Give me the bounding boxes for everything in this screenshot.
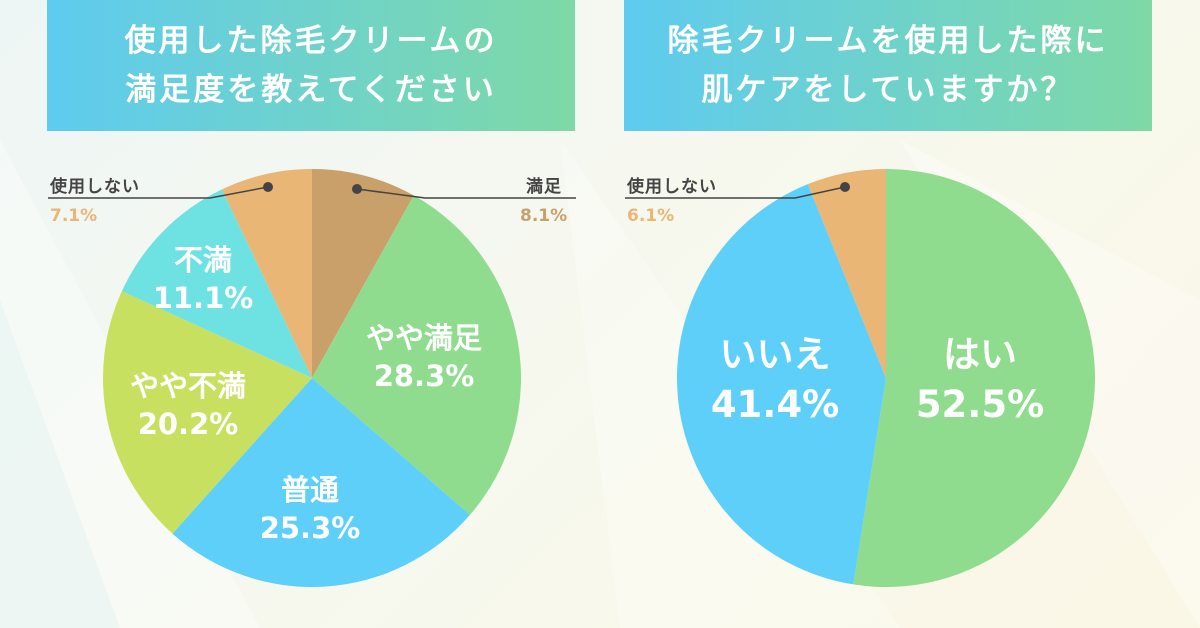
label-somewhat-satisfied-name: やや満足 — [365, 321, 483, 355]
pie-0-slice-5 — [221, 169, 312, 378]
chart-2-title-line-1: 除毛クリームを使用した際に — [667, 22, 1109, 59]
pie-0-slice-4 — [121, 189, 313, 378]
chart-1-title-line-2: 満足度を教えてください — [125, 71, 497, 108]
pie-1-slice-0 — [853, 169, 1096, 588]
pie-0-slice-1 — [312, 195, 521, 515]
label-unused-2-value: 6.1% — [627, 206, 675, 226]
label-no-name: いいえ — [719, 333, 831, 376]
pie-0-slice-3 — [102, 291, 312, 534]
label-somewhat-satisfied-value: 28.3% — [373, 359, 475, 393]
label-unused-2-name: 使用しない — [627, 177, 717, 197]
leader-line-unused-2 — [625, 186, 846, 199]
label-neutral-value: 25.3% — [259, 511, 361, 545]
pie-1-slice-1 — [676, 184, 886, 585]
label-yes-value: 52.5% — [915, 383, 1045, 426]
chart-2-title: 除毛クリームを使用した際に 肌ケアをしていますか？ — [624, 0, 1152, 131]
label-dissatisfied-name: 不満 — [173, 243, 233, 277]
chart-1-title: 使用した除毛クリームの 満足度を教えてください — [47, 0, 575, 131]
leader-dot-unused-2 — [840, 182, 850, 192]
leader-line-satisfied — [356, 188, 576, 199]
label-satisfied-name: 満足 — [526, 177, 562, 197]
pie-0-slice-0 — [312, 169, 414, 378]
label-neutral-name: 普通 — [280, 473, 340, 507]
label-dissatisfied-value: 11.1% — [152, 281, 254, 315]
label-unused-1-name: 使用しない — [50, 177, 140, 197]
leader-dot-unused-1 — [263, 182, 273, 192]
chart-2-title-line-2: 肌ケアをしていますか？ — [701, 71, 1075, 108]
label-somewhat-satisfied: やや満足 28.3% — [366, 319, 482, 395]
leader-line-unused-1 — [48, 186, 269, 199]
pie-chart-skincare — [676, 169, 1096, 588]
label-no: いいえ 41.4% — [711, 330, 839, 430]
leader-dot-satisfied — [352, 184, 362, 194]
label-somewhat-dissatisfied-name: やや不満 — [129, 369, 247, 403]
label-yes-name: はい — [943, 333, 1017, 376]
label-unused-1-value: 7.1% — [50, 206, 98, 226]
label-no-value: 41.4% — [710, 383, 840, 426]
pie-0-slice-2 — [172, 378, 470, 587]
label-yes: はい 52.5% — [916, 330, 1044, 430]
pie-1-slice-2 — [807, 169, 886, 378]
label-neutral: 普通 25.3% — [260, 471, 361, 547]
pie-chart-satisfaction — [102, 169, 521, 587]
label-somewhat-dissatisfied-value: 20.2% — [137, 407, 239, 441]
label-somewhat-dissatisfied: やや不満 20.2% — [130, 367, 246, 443]
label-satisfied-value: 8.1% — [520, 206, 568, 226]
label-dissatisfied: 不満 11.1% — [153, 241, 254, 317]
leader-lines — [48, 182, 850, 199]
chart-1-title-line-1: 使用した除毛クリームの — [124, 22, 498, 59]
